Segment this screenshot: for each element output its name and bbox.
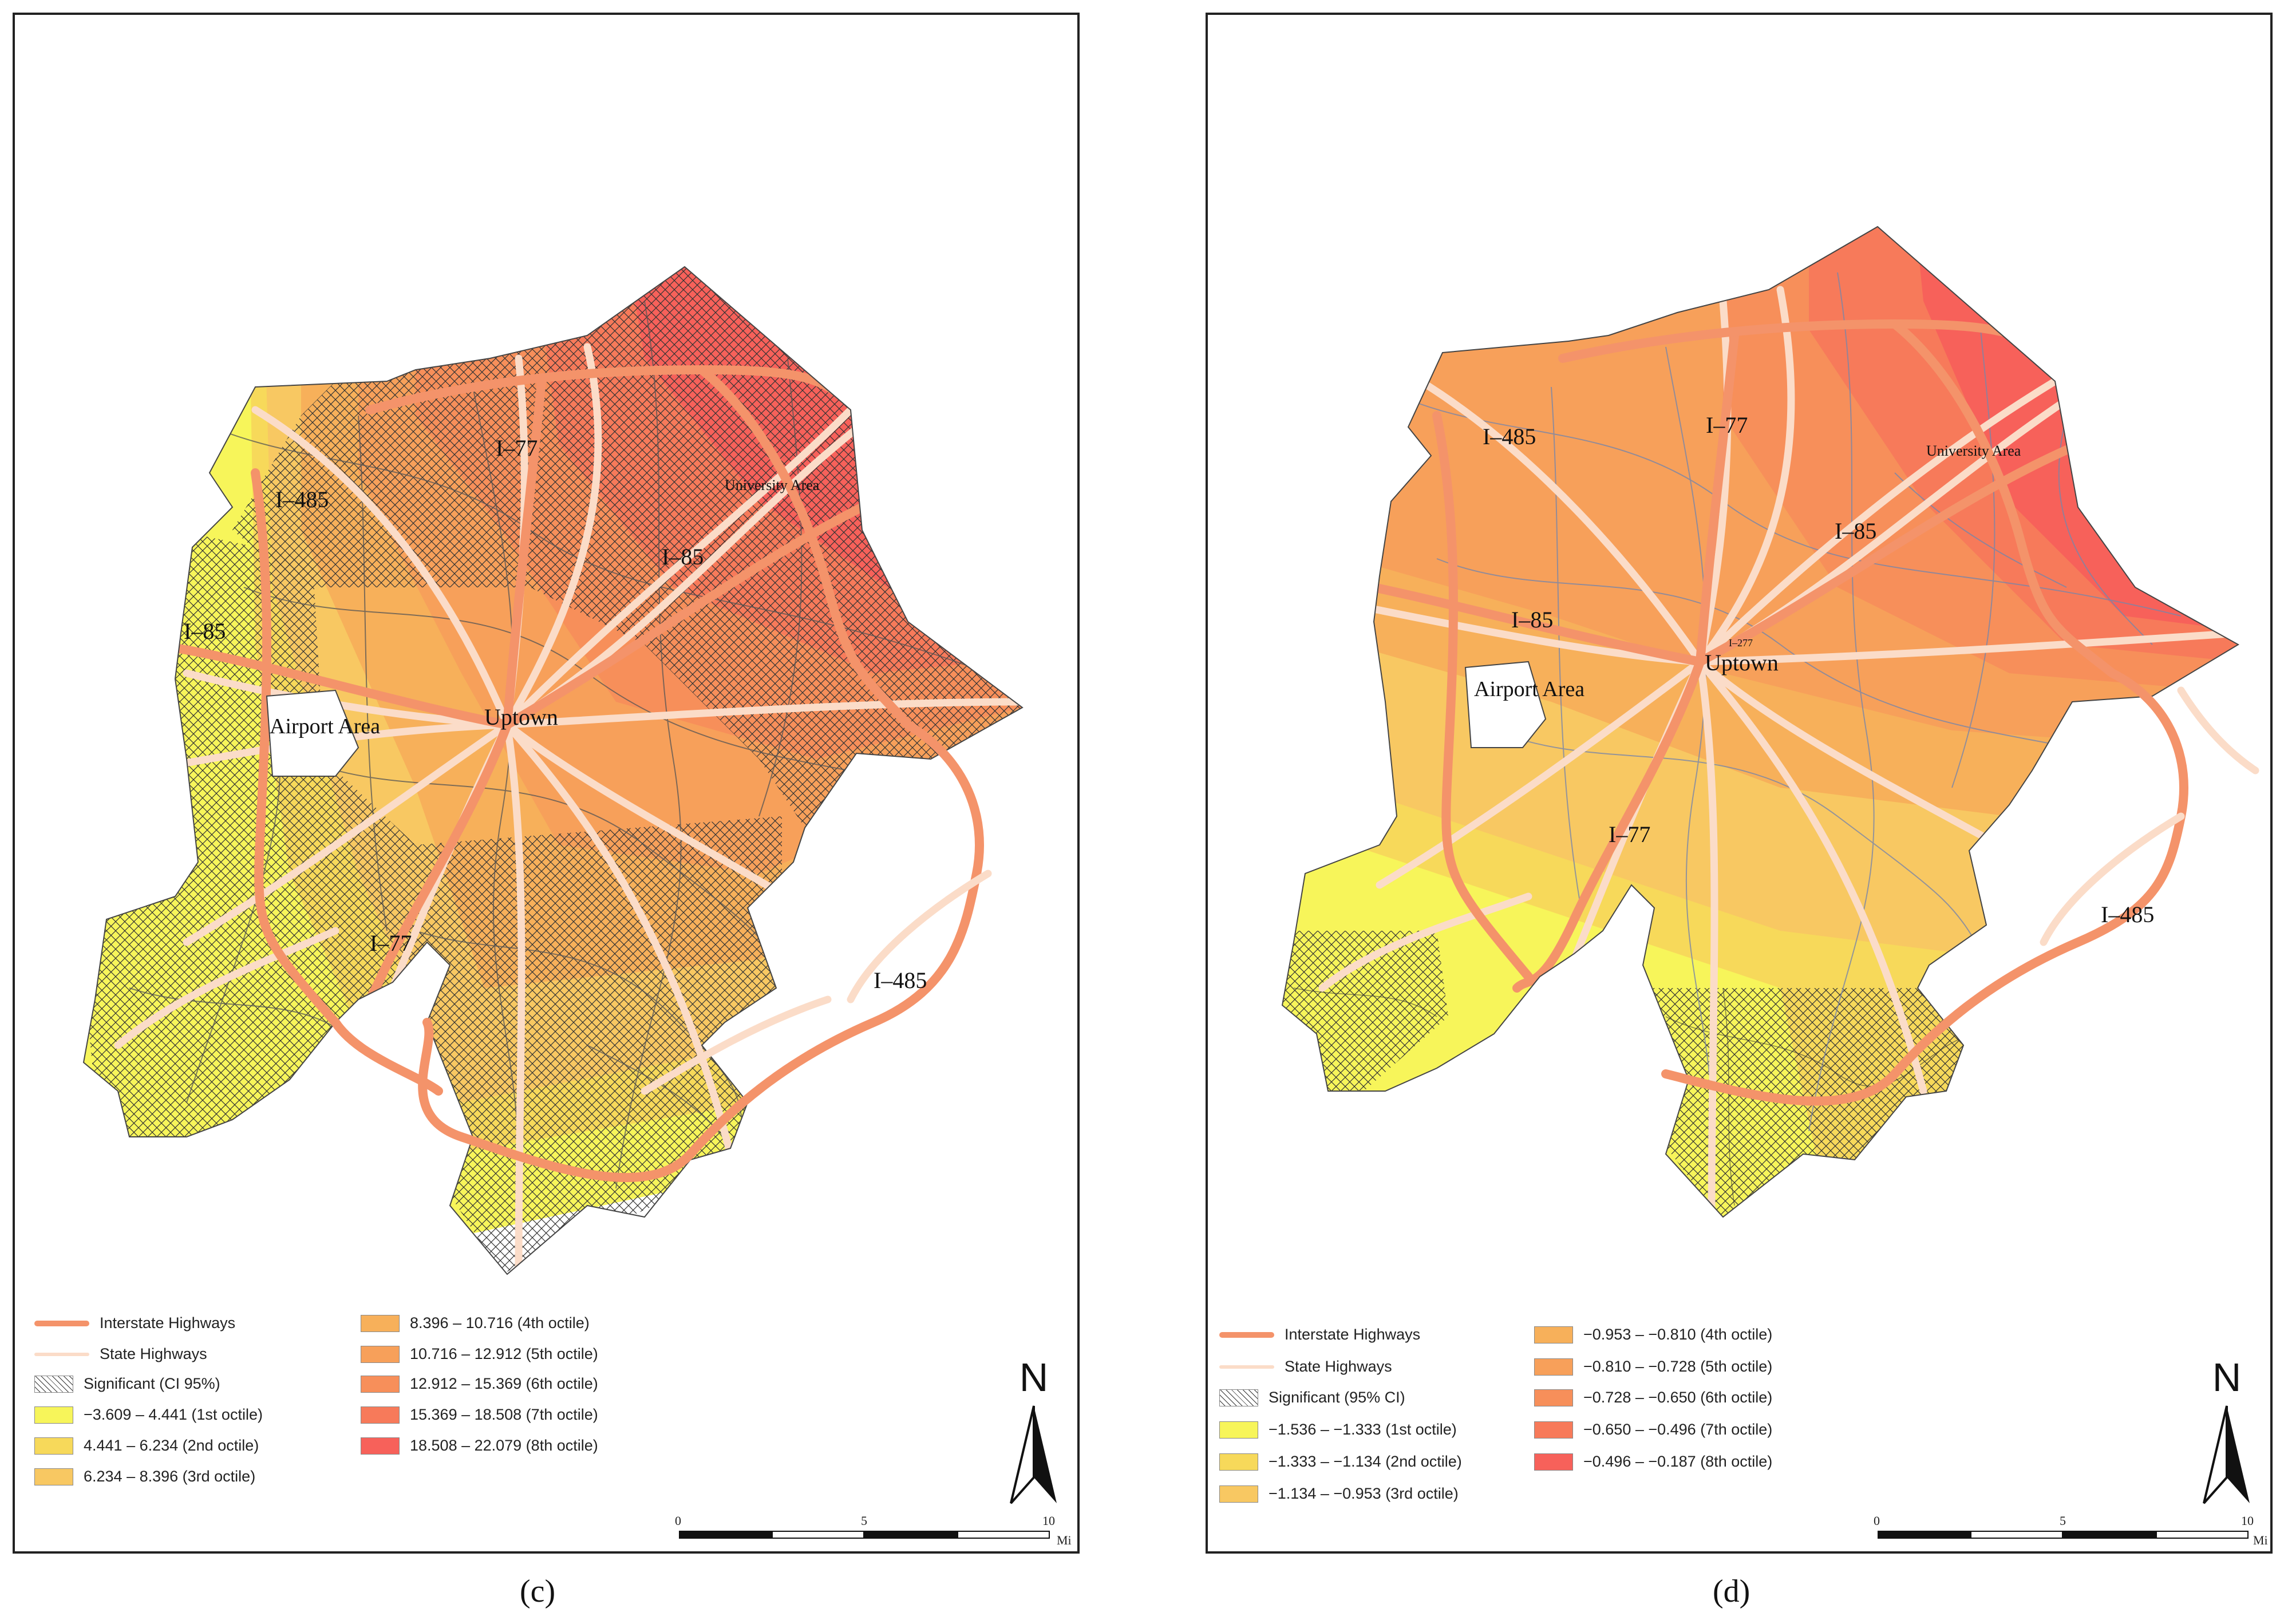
state-swatch xyxy=(34,1352,89,1356)
north-arrow-icon: N xyxy=(2203,1355,2250,1504)
octile-3-swatch xyxy=(34,1468,73,1485)
octile-3-swatch xyxy=(1219,1485,1258,1503)
octile-8-swatch xyxy=(361,1437,400,1455)
label-i77-top: I–77 xyxy=(496,435,538,461)
legend-octile-6: −0.728 – −0.650 (6th octile) xyxy=(1583,1389,1773,1406)
label-airport-area: Airport Area xyxy=(270,714,380,738)
legend-octile-1: −1.536 – −1.333 (1st octile) xyxy=(1269,1421,1457,1438)
label-i85-west: I–85 xyxy=(184,618,226,644)
octile-5-swatch xyxy=(361,1345,400,1363)
label-i485-top: I–485 xyxy=(275,487,329,512)
scale-tick-0: 0 xyxy=(1874,1514,1880,1528)
legend-octile-5: −0.810 – −0.728 (5th octile) xyxy=(1583,1358,1773,1375)
interstate-swatch xyxy=(34,1320,89,1326)
octile-5-swatch xyxy=(1534,1358,1573,1376)
map-canvas-c: I–77 I–485 I–85 I–85 University Area Upt… xyxy=(82,266,1024,1275)
caption-d: (d) xyxy=(1713,1574,1750,1609)
scale-unit: Mi xyxy=(2253,1533,2268,1547)
north-label: N xyxy=(2212,1355,2242,1400)
state-swatch xyxy=(1219,1365,1274,1369)
label-uptown: Uptown xyxy=(1705,650,1779,675)
map-panel-c: I–77 I–485 I–85 I–85 University Area Upt… xyxy=(13,13,1080,1554)
legend-octile-8: −0.496 – −0.187 (8th octile) xyxy=(1583,1453,1773,1470)
legend-octile-3: −1.134 – −0.953 (3rd octile) xyxy=(1269,1485,1459,1502)
octile-2-swatch xyxy=(34,1437,73,1455)
scale-tick-10: 10 xyxy=(1042,1514,1055,1528)
legend-octile-1: −3.609 – 4.441 (1st octile) xyxy=(84,1406,263,1423)
legend-octile-4: 8.396 – 10.716 (4th octile) xyxy=(410,1314,590,1331)
legend-significant: Significant (CI 95%) xyxy=(84,1375,220,1392)
label-i85-mid: I–85 xyxy=(662,544,704,570)
map-canvas-d: I–77 I–485 I–85 I–85 University Area I–2… xyxy=(1281,226,2259,1218)
label-i485-top: I–485 xyxy=(1483,424,1536,449)
legend-state: State Highways xyxy=(100,1345,207,1362)
label-i77-south: I–77 xyxy=(1609,821,1650,847)
scale-tick-0: 0 xyxy=(675,1514,681,1528)
octile-2-swatch xyxy=(1219,1453,1258,1471)
north-label: N xyxy=(1020,1355,1049,1400)
octile-7-swatch xyxy=(361,1406,400,1424)
legend-interstate: Interstate Highways xyxy=(100,1314,236,1331)
legend-octile-5: 10.716 – 12.912 (5th octile) xyxy=(410,1345,598,1362)
octile-1-swatch xyxy=(1219,1421,1258,1439)
legend-state: State Highways xyxy=(1285,1358,1392,1375)
legend-octile-2: −1.333 – −1.134 (2nd octile) xyxy=(1269,1453,1462,1470)
legend-octile-8: 18.508 – 22.079 (8th octile) xyxy=(410,1437,598,1454)
label-i77-top: I–77 xyxy=(1706,412,1748,438)
caption-c: (c) xyxy=(520,1574,556,1609)
label-university-area: University Area xyxy=(1926,442,2021,459)
octile-6-swatch xyxy=(361,1375,400,1393)
label-uptown: Uptown xyxy=(484,704,558,730)
label-i85-mid: I–85 xyxy=(1835,518,1876,544)
significant-swatch xyxy=(1219,1389,1258,1406)
octile-8-swatch xyxy=(1534,1453,1573,1471)
legend-octile-2: 4.441 – 6.234 (2nd octile) xyxy=(84,1437,259,1454)
label-i77-south: I–77 xyxy=(370,930,412,956)
label-i85-west: I–85 xyxy=(1511,607,1553,633)
scale-bar xyxy=(1878,1531,2250,1540)
map-panel-d: I–77 I–485 I–85 I–85 University Area I–2… xyxy=(1206,13,2273,1554)
legend-interstate: Interstate Highways xyxy=(1285,1326,1421,1343)
label-i277: I–277 xyxy=(1729,637,1753,649)
octile-6-swatch xyxy=(1534,1389,1573,1406)
legend-octile-6: 12.912 – 15.369 (6th octile) xyxy=(410,1375,598,1392)
label-i485-south: I–485 xyxy=(2101,902,2154,927)
scale-tick-10: 10 xyxy=(2241,1514,2254,1528)
label-university-area: University Area xyxy=(725,477,820,493)
interstate-swatch xyxy=(1219,1331,1274,1338)
octile-4-swatch xyxy=(1534,1326,1573,1344)
significant-swatch xyxy=(34,1375,73,1393)
north-arrow-icon: N xyxy=(1010,1355,1057,1504)
octile-4-swatch xyxy=(361,1314,400,1332)
legend-significant: Significant (95% CI) xyxy=(1269,1389,1405,1406)
scale-tick-5: 5 xyxy=(861,1514,867,1528)
scale-bar xyxy=(679,1531,1051,1540)
scale-unit: Mi xyxy=(1057,1533,1072,1547)
legend-octile-7: −0.650 – −0.496 (7th octile) xyxy=(1583,1421,1773,1438)
legend-octile-7: 15.369 – 18.508 (7th octile) xyxy=(410,1406,598,1423)
octile-7-swatch xyxy=(1534,1421,1573,1439)
octile-1-swatch xyxy=(34,1406,73,1424)
label-airport-area: Airport Area xyxy=(1474,677,1584,701)
legend-octile-3: 6.234 – 8.396 (3rd octile) xyxy=(84,1468,256,1485)
legend-octile-4: −0.953 – −0.810 (4th octile) xyxy=(1583,1326,1773,1343)
scale-tick-5: 5 xyxy=(2060,1514,2066,1528)
label-i485-south: I–485 xyxy=(874,967,927,993)
